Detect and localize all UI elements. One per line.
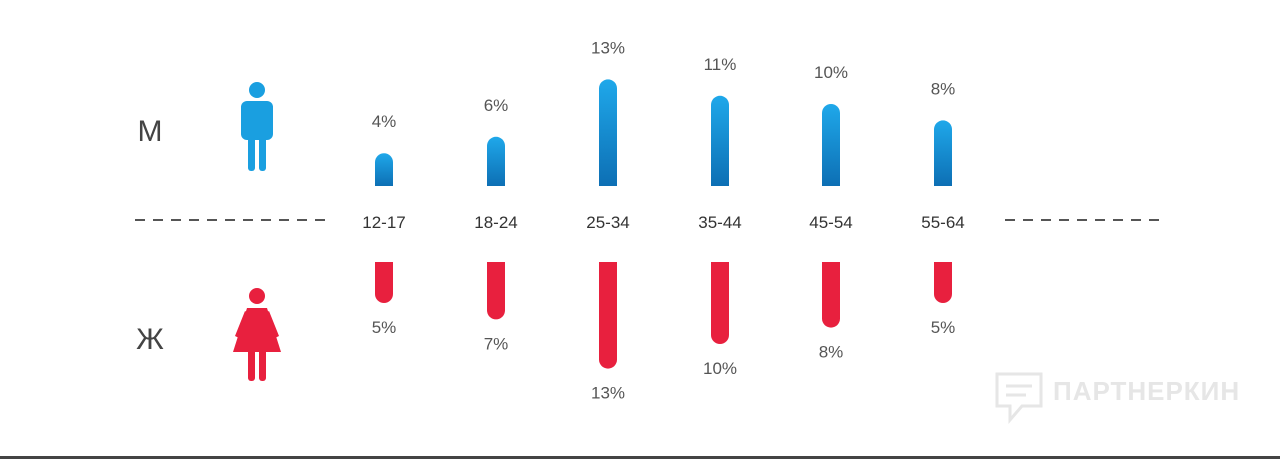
category-label: 25-34 xyxy=(586,213,629,232)
female-value-label: 7% xyxy=(484,334,509,353)
female-value-label: 8% xyxy=(819,343,844,362)
female-series-label: Ж xyxy=(136,323,164,356)
watermark-text: ПАРТНЕРКИН xyxy=(1053,376,1240,406)
male-bar xyxy=(487,136,505,186)
male-value-label: 4% xyxy=(372,112,397,131)
male-value-label: 11% xyxy=(704,55,737,74)
female-bar xyxy=(375,262,393,303)
male-value-label: 10% xyxy=(814,63,848,82)
female-bar xyxy=(487,262,505,320)
male-series-label: М xyxy=(138,115,163,148)
female-bar xyxy=(822,262,840,328)
male-bar xyxy=(822,104,840,186)
female-value-label: 5% xyxy=(372,318,397,337)
male-bar xyxy=(711,95,729,186)
category-label: 12-17 xyxy=(362,213,405,232)
woman-icon xyxy=(233,288,281,381)
male-bar xyxy=(375,153,393,186)
female-bar xyxy=(934,262,952,303)
chat-logo-icon xyxy=(995,372,1043,425)
man-icon xyxy=(241,82,273,171)
bottom-border xyxy=(0,456,1280,459)
male-value-label: 6% xyxy=(484,96,509,115)
watermark: ПАРТНЕРКИН xyxy=(995,372,1240,425)
category-label: 45-54 xyxy=(809,213,852,232)
bars-layer xyxy=(375,79,952,369)
category-label: 35-44 xyxy=(698,213,741,232)
female-bar xyxy=(711,262,729,344)
female-value-label: 5% xyxy=(931,318,956,337)
female-value-label: 13% xyxy=(591,384,625,403)
female-bar xyxy=(599,262,617,369)
male-bar xyxy=(934,120,952,186)
male-value-label: 8% xyxy=(931,79,956,98)
male-bar xyxy=(599,79,617,186)
category-label: 18-24 xyxy=(474,213,517,232)
female-value-label: 10% xyxy=(703,359,737,378)
category-label: 55-64 xyxy=(921,213,964,232)
male-value-label: 13% xyxy=(591,38,625,57)
